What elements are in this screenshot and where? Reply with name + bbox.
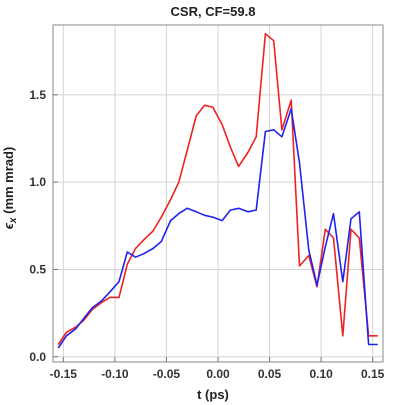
x-axis-label: t (ps): [197, 387, 229, 402]
x-tick-label: 0.00: [206, 367, 230, 381]
x-tick-label: 0.15: [361, 367, 385, 381]
y-tick-label: 0.0: [29, 350, 46, 364]
x-tick-label: -0.10: [101, 367, 129, 381]
y-tick-label: 1.5: [29, 88, 46, 102]
grid: [53, 25, 383, 362]
y-axis-label-units: (mm mrad): [1, 147, 16, 218]
x-tick-label: 0.10: [309, 367, 333, 381]
y-axis-label: ϵx (mm mrad): [1, 147, 19, 230]
series-line-blue: [57, 108, 378, 349]
x-tick-label: 0.05: [258, 367, 282, 381]
y-axis-label-symbol: ϵ: [1, 222, 16, 229]
y-tick-label: 1.0: [29, 175, 46, 189]
x-tick-label: -0.05: [153, 367, 181, 381]
tick-labels: -0.15 -0.10 -0.05 0.00 0.05 0.10 0.15 0.0 0.5 1.0…: [29, 88, 384, 381]
chart-title: CSR, CF=59.8: [171, 4, 256, 19]
x-tick-label: -0.15: [50, 367, 78, 381]
series-line-red: [57, 32, 378, 345]
y-axis-label-subscript: x: [8, 217, 19, 224]
y-tick-label: 0.5: [29, 262, 46, 276]
series-layer: [57, 32, 378, 349]
